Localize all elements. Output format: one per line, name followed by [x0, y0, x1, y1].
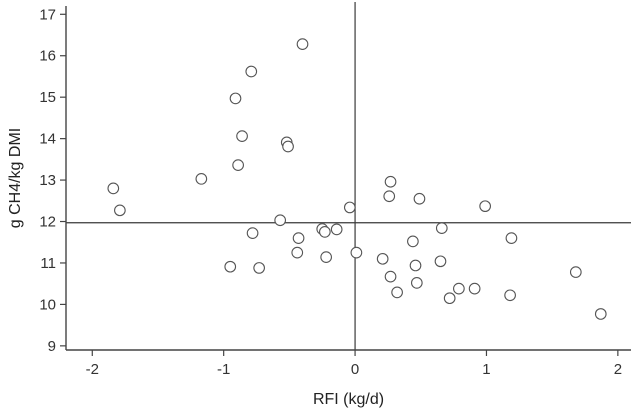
data-point: [384, 175, 397, 188]
x-tick-label: -1: [217, 361, 230, 378]
data-point: [320, 251, 333, 264]
data-point: [453, 282, 465, 295]
y-tick-label: 11: [40, 255, 56, 272]
y-axis-ticks: 9 10 11 12 13 14 15 16 17: [39, 6, 66, 355]
y-axis-title: g CH4/kg DMI: [7, 128, 24, 228]
data-point: [569, 266, 582, 278]
data-point: [468, 282, 481, 295]
data-point: [434, 255, 447, 268]
data-point: [330, 223, 343, 236]
y-tick-label: 13: [39, 172, 56, 189]
x-tick-label: 0: [351, 361, 359, 378]
y-tick-label: 16: [39, 48, 56, 65]
data-point: [195, 172, 208, 185]
data-point: [384, 270, 397, 283]
data-point: [296, 38, 309, 50]
data-point: [435, 222, 448, 234]
data-point: [376, 252, 389, 265]
axes: [65, 6, 631, 351]
y-tick-label: 12: [39, 214, 56, 231]
y-tick-label: 9: [48, 338, 56, 355]
data-point: [245, 65, 258, 78]
data-point: [224, 260, 237, 273]
y-tick-label: 17: [39, 6, 56, 23]
data-point: [383, 190, 396, 203]
x-tick-label: 2: [614, 361, 622, 378]
data-point: [343, 201, 356, 214]
data-point: [274, 214, 287, 227]
data-point: [410, 277, 423, 289]
data-point: [253, 262, 266, 274]
data-point: [291, 246, 304, 259]
data-point: [114, 204, 126, 217]
data-point: [282, 140, 294, 153]
y-tick-label: 10: [39, 296, 56, 313]
y-tick-label: 14: [39, 131, 56, 148]
reference-lines: [66, 2, 631, 350]
data-point: [413, 192, 426, 205]
data-point: [236, 130, 248, 142]
data-point: [232, 159, 244, 172]
x-axis-ticks: -2 -1 0 1 2: [86, 350, 622, 378]
data-point: [409, 259, 422, 272]
data-point: [479, 200, 492, 213]
data-point: [594, 308, 607, 320]
data-point: [443, 292, 456, 305]
data-point: [107, 182, 120, 195]
data-point: [246, 227, 259, 239]
data-point: [292, 232, 305, 244]
data-point: [350, 246, 363, 259]
data-point: [391, 286, 403, 299]
y-tick-label: 15: [39, 89, 56, 106]
data-point: [505, 232, 518, 244]
x-tick-label: 1: [482, 361, 490, 378]
data-point: [504, 289, 516, 302]
data-point: [229, 92, 242, 105]
data-point: [318, 226, 331, 238]
x-tick-label: -2: [86, 361, 99, 378]
data-points: [107, 38, 607, 320]
data-point: [407, 235, 419, 248]
x-axis-title: RFI (kg/d): [313, 391, 384, 408]
